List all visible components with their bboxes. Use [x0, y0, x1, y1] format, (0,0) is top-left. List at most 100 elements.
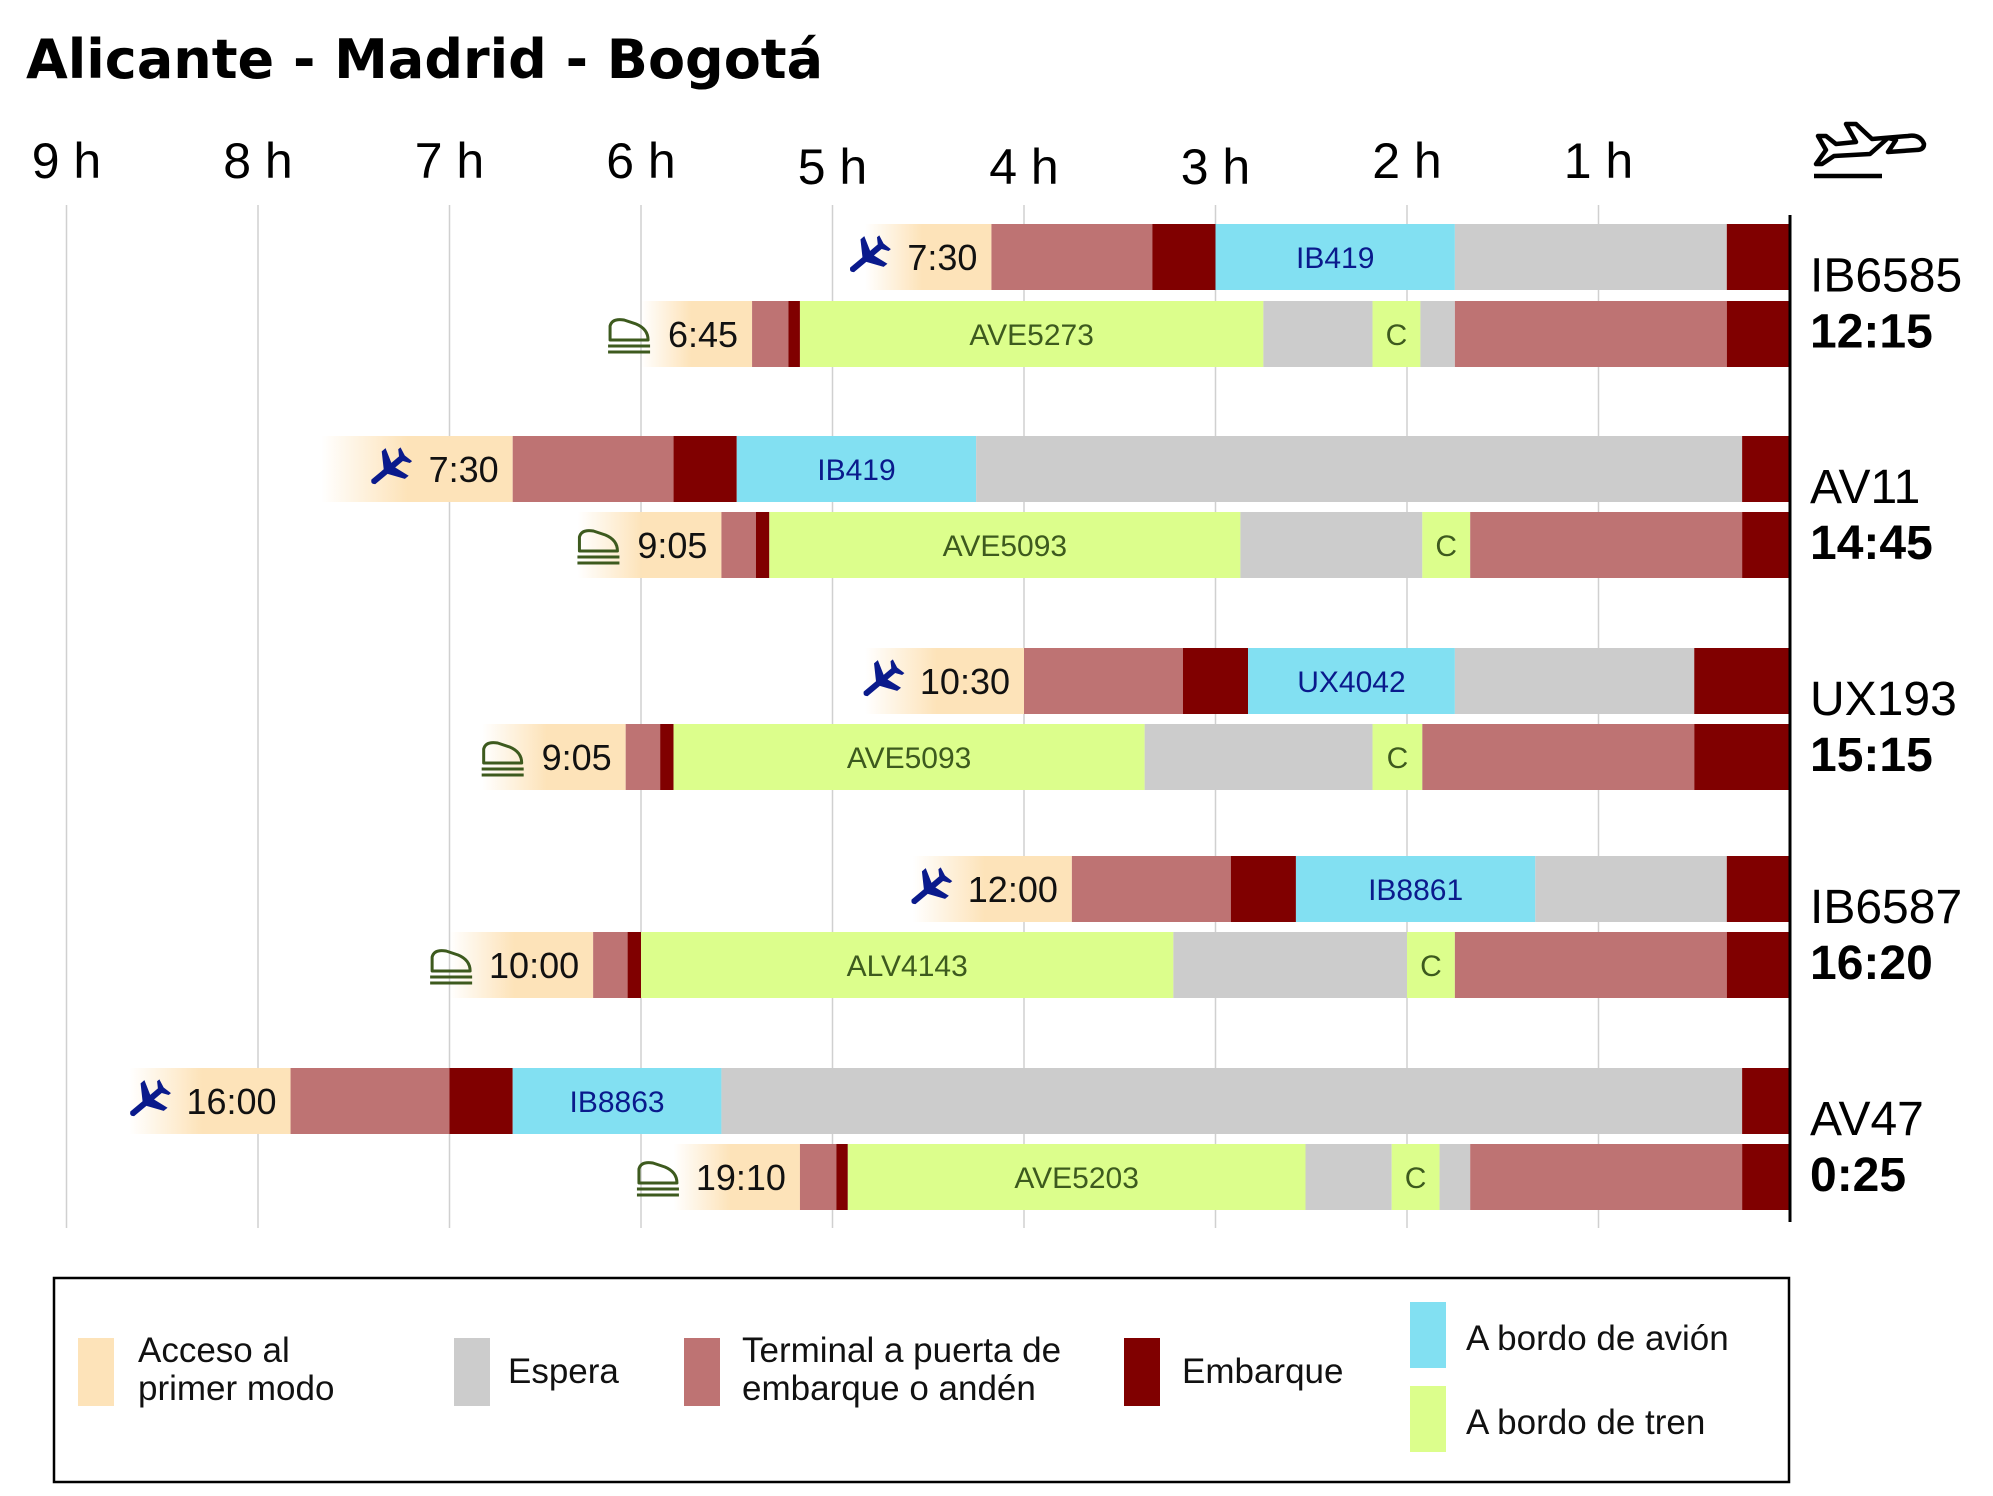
train-icon: [636, 1161, 679, 1197]
legend-item-wait: Espera: [454, 1338, 619, 1406]
legend-label: Espera: [508, 1352, 619, 1391]
connection-label: C: [1405, 1162, 1427, 1195]
flight-number: IB6587: [1810, 881, 1962, 934]
train-icon-rails: [481, 767, 524, 777]
segment-terminal: [752, 301, 789, 367]
segment-access: [449, 932, 594, 998]
plane-route-row: IB419 7:30: [850, 224, 1790, 290]
segment-terminal: [512, 436, 674, 502]
segment-boarding: [1742, 1068, 1790, 1134]
plane-icon-shape: [130, 1079, 171, 1117]
segment-terminal: [1454, 301, 1727, 367]
x-tick-label: 1 h: [1564, 133, 1634, 189]
legend-swatch: [1410, 1302, 1446, 1368]
segment-connection: [1372, 724, 1423, 790]
legend-label: Acceso al: [138, 1331, 290, 1370]
plane-icon-shape: [371, 447, 413, 485]
plane-icon: [130, 1079, 171, 1117]
segment-boarding: [1726, 301, 1790, 367]
connection-label: C: [1420, 950, 1442, 983]
segment-access: [673, 1144, 800, 1210]
segment-wait: [721, 1068, 1743, 1134]
segment-boarding: [1726, 224, 1790, 290]
segment-wait: [1420, 301, 1455, 367]
service-label: AVE5093: [847, 742, 972, 775]
segment-terminal: [1470, 512, 1743, 578]
arrival-time: 14:45: [1810, 517, 1933, 570]
departure-time: 7:30: [429, 449, 499, 490]
segment-terminal: [1071, 856, 1231, 922]
segment-train: [769, 512, 1241, 578]
segment-terminal: [1024, 648, 1183, 714]
segment-connection: [1391, 1144, 1440, 1210]
plane-route-row: IB8861 12:00: [911, 856, 1790, 922]
connection-label: C: [1387, 742, 1409, 775]
segment-access: [641, 301, 753, 367]
segment-wait: [1144, 724, 1373, 790]
plane-icon-shape: [850, 235, 891, 273]
departure-time: 7:30: [907, 237, 977, 278]
plane-route-row: UX4042 10:30: [863, 648, 1790, 714]
segment-boarding: [627, 932, 641, 998]
legend-box: [52, 1276, 1791, 1484]
train-icon: [481, 741, 524, 777]
plane-icon: [850, 235, 891, 273]
service-label: IB419: [1296, 242, 1374, 275]
x-tick-label: 7 h: [415, 133, 485, 189]
plane-route-row: IB419 7:30: [321, 436, 1790, 502]
departure-time: 12:00: [968, 869, 1058, 910]
segment-terminal: [290, 1068, 450, 1134]
arrival-time: 15:15: [1810, 729, 1933, 782]
segment-connection: [1372, 301, 1421, 367]
segment-boarding: [1694, 724, 1790, 790]
plane-icon: [863, 659, 905, 697]
service-label: AVE5273: [969, 319, 1094, 352]
departure-time: 9:05: [637, 525, 707, 566]
segment-access: [482, 724, 626, 790]
connection-label: C: [1386, 319, 1408, 352]
segment-connection: [1422, 512, 1471, 578]
train-icon-body: [430, 949, 472, 973]
segment-train: [847, 1144, 1306, 1210]
plane-icon: [911, 867, 953, 905]
train-route-row: AVE5093 C 9:05: [577, 512, 1790, 578]
segment-boarding: [755, 512, 770, 578]
legend-swatch: [78, 1338, 114, 1406]
segment-plane: [1295, 856, 1536, 922]
train-icon-rails: [608, 344, 651, 354]
segment-plane: [736, 436, 977, 502]
segment-train: [641, 932, 1174, 998]
segment-connection: [1407, 932, 1455, 998]
legend-item-plane: A bordo de avión: [1410, 1302, 1729, 1368]
segment-boarding: [1182, 648, 1249, 714]
train-icon: [577, 529, 620, 565]
plane-icon: [371, 447, 413, 485]
arrival-time: 12:15: [1810, 306, 1933, 359]
plane-icon-shape: [911, 867, 953, 905]
legend-item-train: A bordo de tren: [1410, 1386, 1705, 1452]
train-icon-body: [608, 318, 650, 342]
train-route-row: AVE5273 C 6:45: [608, 301, 1790, 367]
train-icon-body: [482, 741, 524, 765]
segment-boarding: [1230, 856, 1296, 922]
x-tick-label: 3 h: [1181, 139, 1251, 195]
train-icon-body: [637, 1161, 679, 1185]
legend-label: A bordo de tren: [1466, 1403, 1705, 1442]
connection-label: C: [1435, 530, 1457, 563]
service-label: UX4042: [1297, 666, 1405, 699]
segment-access: [577, 512, 722, 578]
service-label: IB8863: [570, 1086, 665, 1119]
segment-wait: [1173, 932, 1407, 998]
segment-boarding: [673, 436, 737, 502]
segment-boarding: [1742, 436, 1790, 502]
segment-terminal: [1422, 724, 1695, 790]
segment-terminal: [721, 512, 756, 578]
segment-boarding: [836, 1144, 848, 1210]
service-label: AVE5203: [1014, 1162, 1139, 1195]
x-axis-ticks: 9 h 8 h 7 h 6 h 5 h 4 h 3 h 2 h 1 h: [32, 133, 1634, 195]
service-label: IB419: [817, 454, 895, 487]
